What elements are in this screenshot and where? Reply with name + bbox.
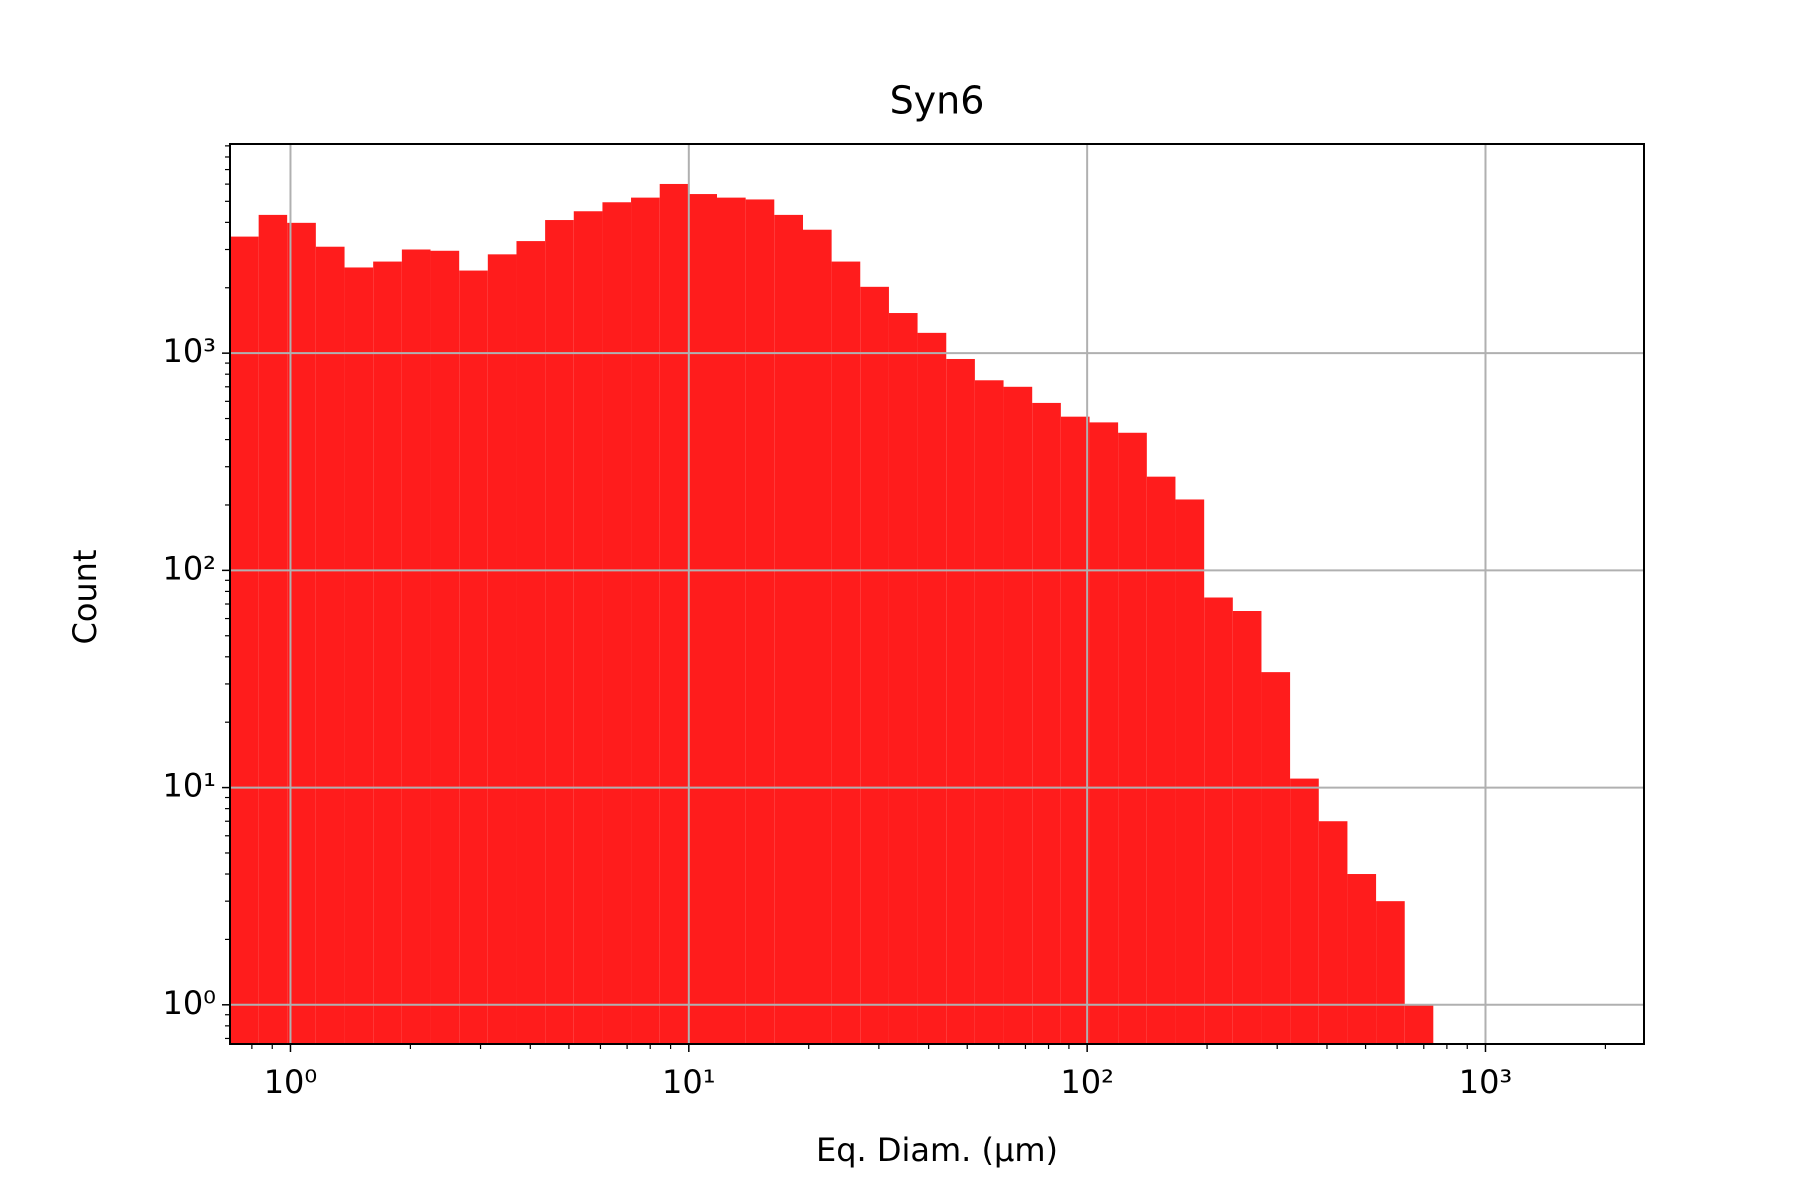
bar: [1146, 476, 1176, 1044]
bar: [1376, 901, 1405, 1044]
bar: [745, 199, 775, 1045]
y-tick-label: 10³: [162, 332, 216, 370]
bar: [631, 197, 660, 1045]
bar: [1404, 1004, 1434, 1044]
bar: [344, 267, 374, 1045]
bar: [1232, 611, 1262, 1044]
bar: [888, 313, 918, 1044]
bar: [1290, 778, 1319, 1044]
bar: [258, 214, 288, 1045]
bar: [1175, 499, 1205, 1044]
x-tick-label: 10²: [1060, 1063, 1114, 1101]
bar: [1318, 821, 1348, 1044]
chart-title: Syn6: [890, 79, 985, 123]
x-axis-label: Eq. Diam. (µm): [816, 1131, 1058, 1169]
bar: [717, 197, 746, 1045]
y-tick-label: 10⁰: [162, 984, 216, 1022]
bar: [946, 358, 975, 1044]
x-tick-label: 10³: [1459, 1063, 1513, 1101]
bar: [1204, 597, 1233, 1044]
bar: [1118, 432, 1147, 1045]
bar: [803, 229, 832, 1044]
bar: [1261, 672, 1291, 1044]
bar: [774, 214, 804, 1045]
bar: [1003, 386, 1033, 1044]
bar: [659, 183, 689, 1044]
bar: [974, 380, 1004, 1044]
bar: [487, 254, 517, 1045]
bar: [860, 286, 889, 1044]
bar: [516, 241, 546, 1044]
bar: [315, 246, 345, 1045]
bar: [1060, 416, 1090, 1044]
bar: [602, 202, 632, 1045]
bar: [688, 194, 718, 1044]
bar: [1347, 874, 1377, 1044]
x-tick-label: 10¹: [662, 1063, 716, 1101]
bar: [831, 261, 861, 1045]
y-tick-label: 10¹: [162, 767, 216, 805]
bar: [545, 220, 574, 1044]
bar: [573, 211, 603, 1044]
bar: [373, 261, 402, 1045]
bar: [287, 222, 316, 1045]
bar: [430, 250, 460, 1045]
plot-frame: [229, 143, 1645, 1045]
bar: [230, 236, 259, 1045]
x-tick-label: 10⁰: [264, 1063, 318, 1101]
y-tick-label: 10²: [162, 549, 216, 587]
bar: [917, 332, 947, 1044]
bar: [401, 249, 431, 1044]
bar: [459, 270, 488, 1044]
bar: [1032, 402, 1061, 1044]
y-axis-label: Count: [66, 549, 104, 644]
bar: [1089, 422, 1119, 1044]
